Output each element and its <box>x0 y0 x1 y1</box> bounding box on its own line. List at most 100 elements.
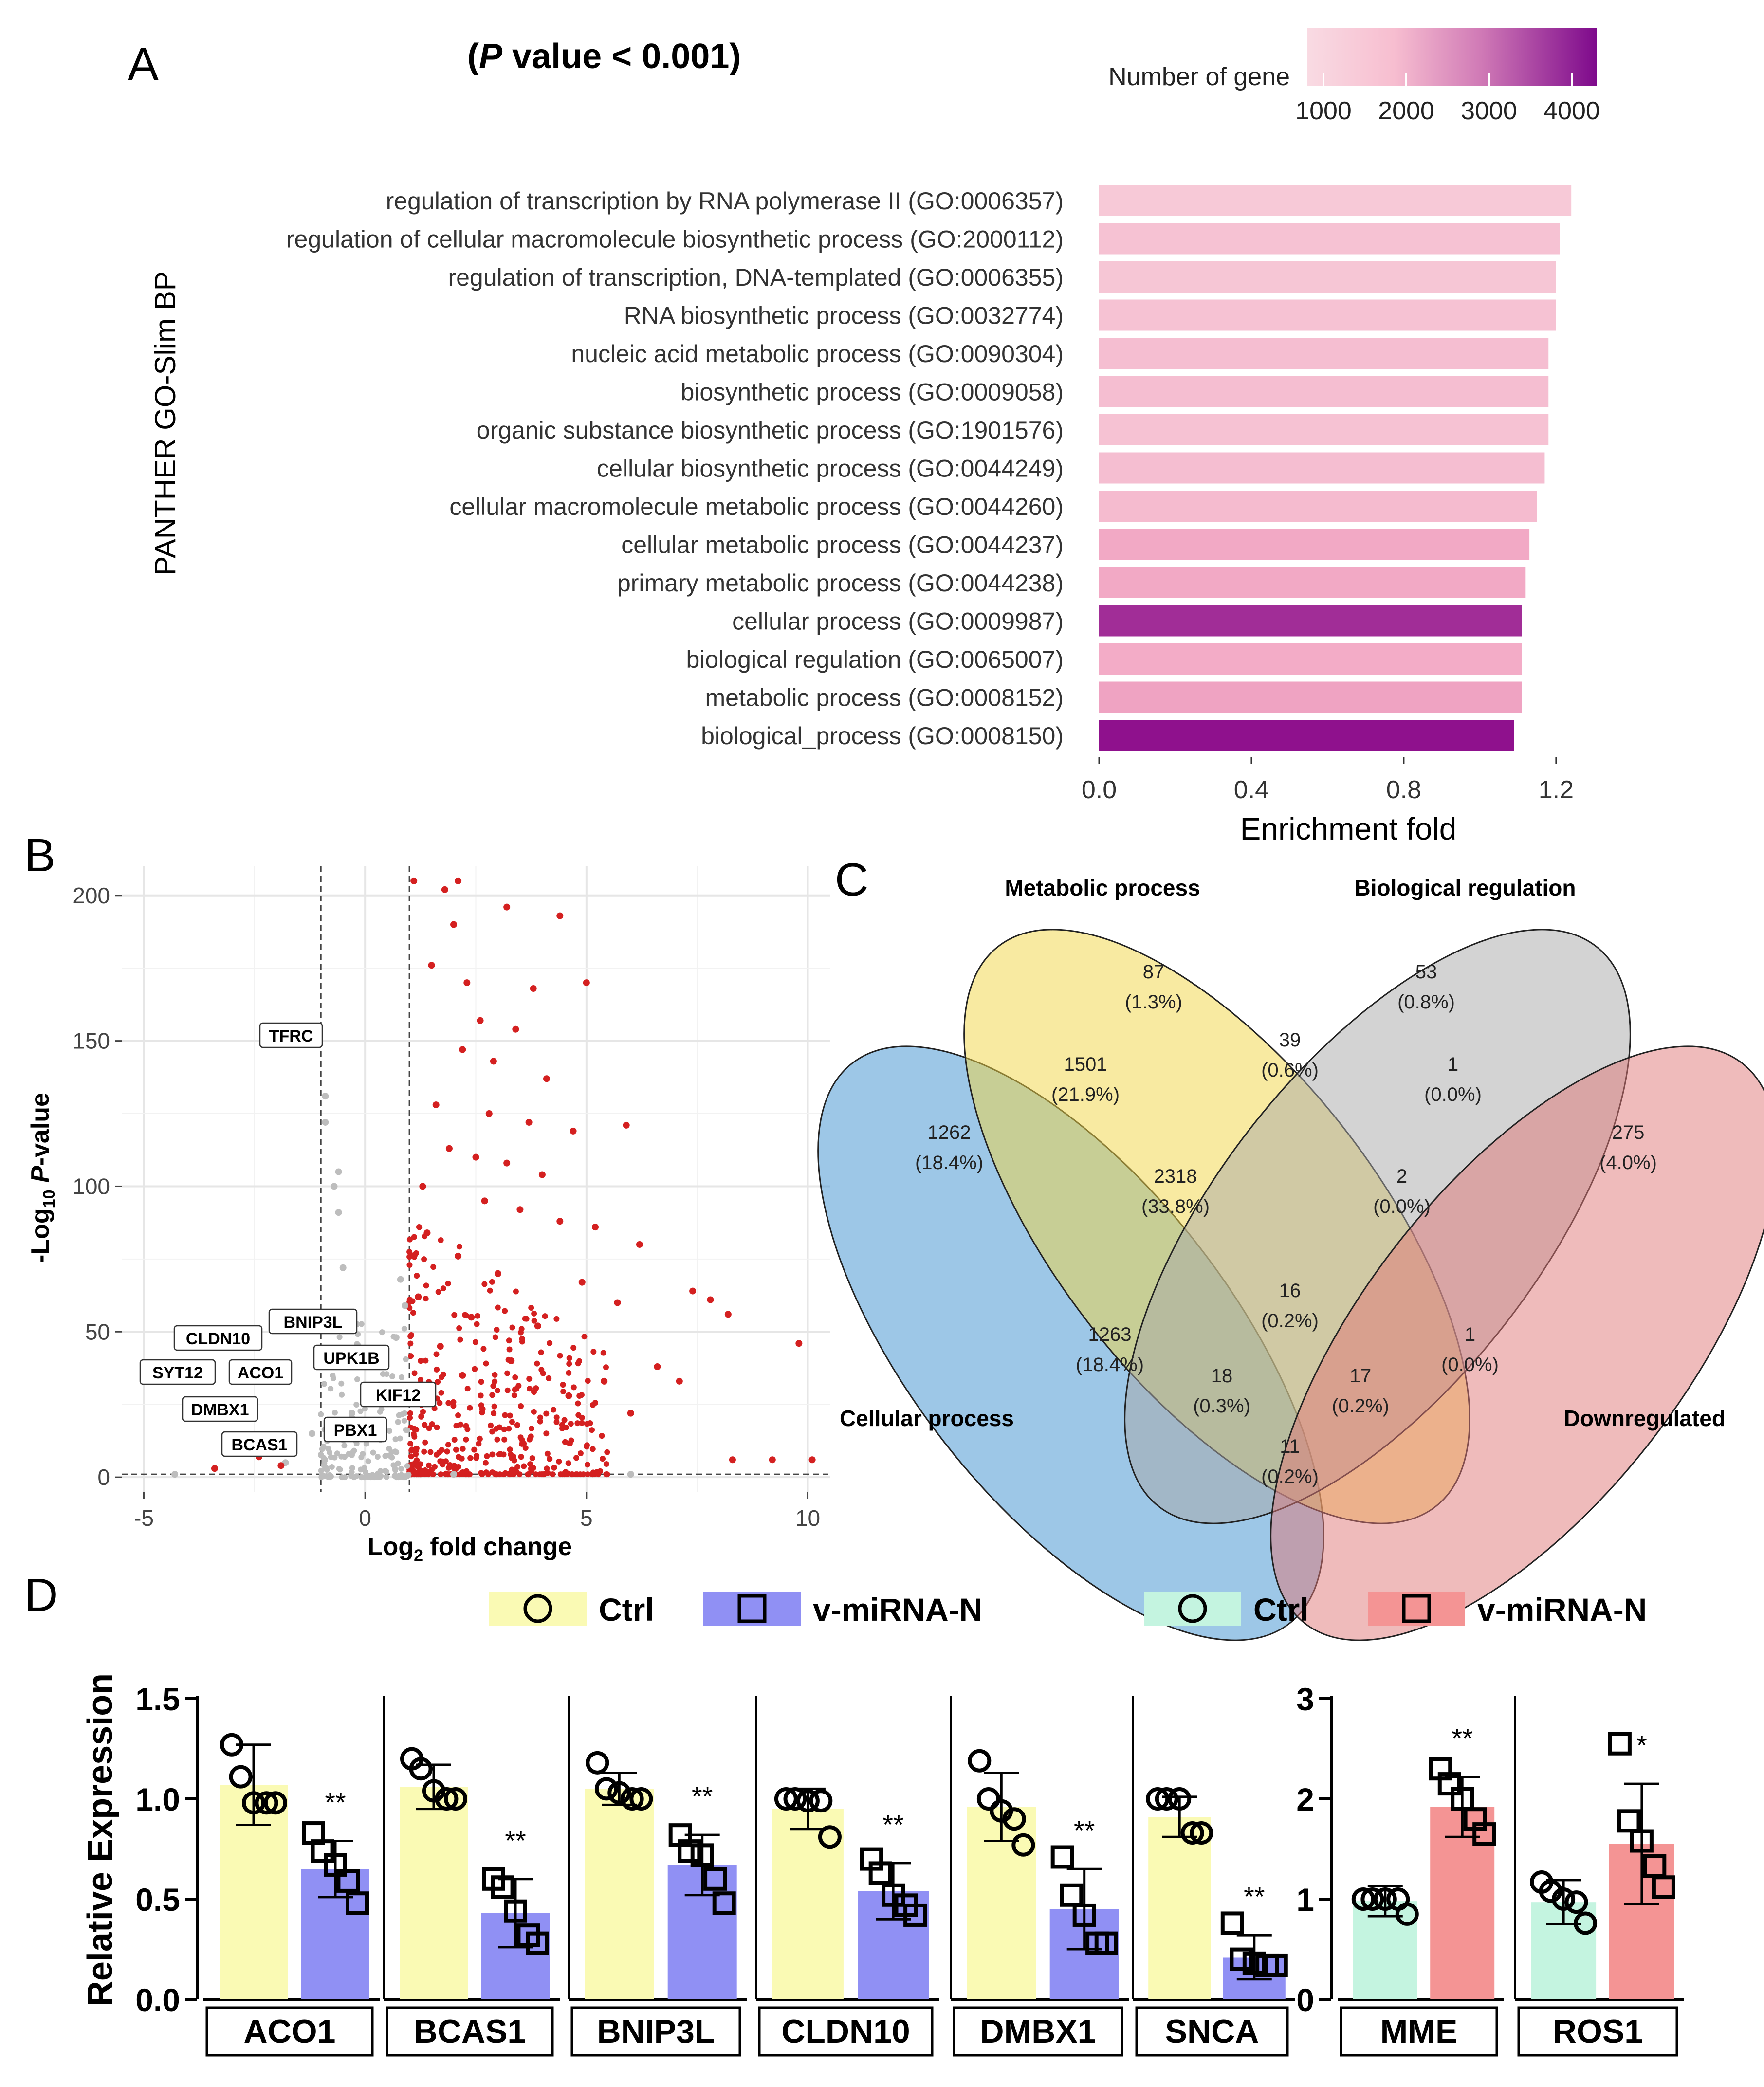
volcano-point-sig <box>531 1409 537 1415</box>
volcano-point-sig <box>477 1436 483 1442</box>
panel-b: B TFRC BNIP3L CLDN10 UPK1B SYT12 ACO1 KIF12 DMB… <box>24 829 830 1565</box>
venn-region-count: 1 <box>1465 1324 1475 1345</box>
volcano-point-sig <box>426 1425 432 1431</box>
volcano-point-sig <box>453 1465 459 1472</box>
volcano-point-ns <box>338 1380 345 1387</box>
venn-region-count: 1 <box>1448 1054 1458 1075</box>
volcano-point-sig <box>483 1360 489 1367</box>
volcano-point-sig <box>465 1471 471 1478</box>
volcano-point-sig <box>501 1471 507 1478</box>
significance-mark: ** <box>505 1825 526 1856</box>
volcano-point-ns <box>395 1419 401 1425</box>
gene-name: BNIP3L <box>597 2013 715 2050</box>
y-tick-label: 200 <box>73 883 110 908</box>
volcano-point-ns <box>362 1474 368 1481</box>
volcano-point-sig <box>585 1471 591 1478</box>
significance-mark: ** <box>325 1787 346 1818</box>
volcano-point-sig <box>423 1296 429 1302</box>
volcano-point-sig <box>525 1471 531 1478</box>
gene-label-box <box>221 1431 298 1457</box>
volcano-point-sig <box>585 1378 591 1384</box>
volcano-point-sig <box>559 1471 566 1478</box>
volcano-point-sig <box>420 1409 426 1415</box>
volcano-point-sig <box>556 1218 564 1225</box>
legend-tick-label: 1000 <box>1295 97 1352 125</box>
volcano-point-sig <box>557 1353 563 1359</box>
volcano-point-ns <box>328 1386 334 1392</box>
volcano-point-sig <box>676 1377 683 1385</box>
data-point-circle <box>620 1787 644 1811</box>
volcano-point-ns <box>334 1450 340 1457</box>
volcano-point-ns <box>627 1471 634 1478</box>
volcano-point-ns <box>377 1474 383 1481</box>
volcano-point-sig <box>516 1206 524 1213</box>
volcano-point-sig <box>459 1455 465 1462</box>
volcano-point-ns <box>309 1430 316 1437</box>
venn-ellipse-downregulated <box>1270 1045 1764 1641</box>
volcano-point-ns <box>383 1452 389 1459</box>
volcano-point-sig <box>481 1197 488 1205</box>
data-point-circle <box>1002 1807 1026 1831</box>
volcano-point-sig <box>531 1310 537 1317</box>
data-point-circle <box>796 1789 820 1813</box>
volcano-point-sig <box>406 1249 413 1255</box>
volcano-point-ns <box>328 1454 334 1460</box>
volcano-point-sig <box>567 1440 573 1446</box>
volcano-point-sig <box>422 1422 428 1428</box>
volcano-point-ns <box>353 1401 360 1408</box>
venn-region-count: 2 <box>1396 1166 1407 1187</box>
volcano-point-sig <box>595 1471 602 1478</box>
volcano-point-sig <box>600 1350 606 1356</box>
y-tick-label: 2 <box>1296 1781 1314 1817</box>
volcano-point-sig <box>415 1465 422 1471</box>
volcano-point-ns <box>370 1449 376 1456</box>
data-point-square <box>868 1861 892 1885</box>
volcano-point-ns <box>384 1371 390 1377</box>
volcano-point-ns <box>402 1302 408 1309</box>
volcano-point-sig <box>531 1318 537 1324</box>
volcano-point-sig <box>437 1343 444 1350</box>
volcano-point-sig <box>440 1285 446 1292</box>
volcano-point-ns <box>348 1410 355 1417</box>
volcano-point-sig <box>559 1422 565 1428</box>
venn-region-percent: (0.2%) <box>1261 1310 1319 1332</box>
venn-set-label: Metabolic process <box>1005 875 1200 900</box>
volcano-point-sig <box>488 1422 494 1428</box>
data-point-circle <box>229 1765 253 1789</box>
volcano-point-sig <box>528 1304 534 1311</box>
volcano-point-ns <box>322 1118 329 1126</box>
volcano-point-sig <box>427 1449 434 1455</box>
data-point-square <box>1472 1822 1496 1846</box>
volcano-point-sig <box>507 1412 513 1419</box>
volcano-point-sig <box>491 1403 497 1410</box>
venn-region-count: 87 <box>1143 961 1165 983</box>
volcano-point-sig <box>429 1421 435 1428</box>
volcano-point-sig <box>456 1325 462 1331</box>
volcano-point-sig <box>490 1058 497 1065</box>
gene-label: KIF12 <box>376 1386 421 1405</box>
volcano-point-sig <box>556 1458 562 1465</box>
legend-label: Ctrl <box>599 1592 654 1628</box>
venn-set-label: Cellular process <box>840 1406 1014 1431</box>
volcano-point-sig <box>478 1392 484 1399</box>
volcano-point-sig <box>472 1339 478 1345</box>
volcano-point-ns <box>377 1468 384 1474</box>
volcano-point-sig <box>576 1358 583 1364</box>
volcano-point-sig <box>556 912 564 919</box>
volcano-point-sig <box>434 1424 440 1430</box>
data-point-circle <box>1180 1821 1204 1845</box>
volcano-point-sig <box>456 1244 462 1250</box>
volcano-point-sig <box>601 1377 608 1385</box>
volcano-point-ns <box>354 1376 361 1382</box>
volcano-point-sig <box>543 1410 550 1417</box>
data-point-circle <box>409 1757 433 1781</box>
panel-c-label: C <box>835 854 868 906</box>
volcano-point-sig <box>438 1471 444 1478</box>
venn-region-percent: (0.2%) <box>1261 1466 1319 1487</box>
volcano-point-sig <box>411 1254 418 1260</box>
volcano-point-sig <box>599 1433 605 1439</box>
gene-label-box <box>313 1344 390 1371</box>
volcano-point-sig <box>518 1454 524 1460</box>
volcano-point-ns <box>404 1427 410 1433</box>
